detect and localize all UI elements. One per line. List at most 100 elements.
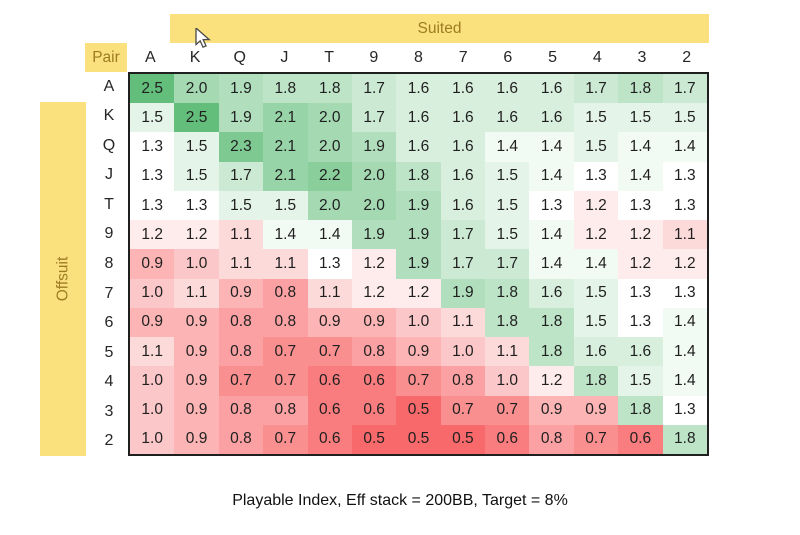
grid-cell-8-A[interactable]: 0.9 [130, 249, 175, 279]
row-header-7[interactable]: 7 [104, 284, 114, 302]
grid-cell-T-Q[interactable]: 1.5 [218, 190, 264, 221]
column-header-9[interactable]: 9 [369, 49, 379, 66]
column-header-K[interactable]: K [189, 49, 201, 66]
grid-cell-K-2[interactable]: 1.5 [662, 103, 707, 133]
grid-cell-T-7[interactable]: 1.6 [440, 190, 486, 221]
grid-cell-T-K[interactable]: 1.3 [174, 190, 219, 221]
grid-cell-4-7[interactable]: 0.8 [440, 366, 486, 396]
grid-cell-2-9[interactable]: 0.5 [351, 424, 397, 454]
row-header-Q[interactable]: Q [102, 136, 116, 154]
grid-cell-4-4[interactable]: 1.8 [573, 366, 619, 396]
grid-cell-A-T[interactable]: 1.8 [307, 74, 352, 104]
grid-cell-J-8[interactable]: 1.8 [396, 161, 441, 191]
grid-cell-T-4[interactable]: 1.2 [573, 190, 619, 221]
grid-cell-4-5[interactable]: 1.2 [529, 366, 574, 396]
grid-cell-Q-T[interactable]: 2.0 [307, 132, 352, 162]
grid-cell-3-8[interactable]: 0.5 [396, 395, 441, 425]
row-header-5[interactable]: 5 [104, 343, 114, 361]
grid-cell-K-3[interactable]: 1.5 [618, 103, 663, 133]
grid-cell-9-A[interactable]: 1.2 [130, 220, 175, 250]
pair-header-cell[interactable]: Pair [85, 43, 127, 72]
column-header-Q[interactable]: Q [233, 49, 246, 66]
row-header-8[interactable]: 8 [104, 254, 114, 272]
grid-cell-6-Q[interactable]: 0.8 [218, 307, 264, 338]
grid-cell-8-T[interactable]: 1.3 [307, 249, 352, 279]
grid-cell-9-4[interactable]: 1.2 [573, 220, 619, 250]
grid-cell-5-J[interactable]: 0.7 [263, 337, 308, 367]
grid-cell-6-6[interactable]: 1.8 [485, 307, 530, 338]
grid-cell-8-8[interactable]: 1.9 [396, 249, 441, 279]
offsuit-header-bar[interactable]: Offsuit [40, 102, 86, 456]
grid-cell-4-Q[interactable]: 0.7 [218, 366, 264, 396]
grid-cell-7-T[interactable]: 1.1 [307, 278, 352, 308]
grid-cell-9-5[interactable]: 1.4 [529, 220, 574, 250]
grid-cell-K-4[interactable]: 1.5 [573, 103, 619, 133]
grid-cell-J-6[interactable]: 1.5 [485, 161, 530, 191]
grid-cell-J-4[interactable]: 1.3 [573, 161, 619, 191]
grid-cell-Q-7[interactable]: 1.6 [440, 132, 486, 162]
grid-cell-5-T[interactable]: 0.7 [307, 337, 352, 367]
grid-cell-4-3[interactable]: 1.5 [618, 366, 663, 396]
grid-cell-T-6[interactable]: 1.5 [485, 190, 530, 221]
grid-cell-K-J[interactable]: 2.1 [263, 103, 308, 133]
grid-cell-K-T[interactable]: 2.0 [307, 103, 352, 133]
grid-cell-Q-J[interactable]: 2.1 [263, 132, 308, 162]
grid-cell-5-Q[interactable]: 0.8 [218, 337, 264, 367]
grid-cell-A-9[interactable]: 1.7 [351, 74, 397, 104]
grid-cell-J-K[interactable]: 1.5 [174, 161, 219, 191]
grid-cell-3-A[interactable]: 1.0 [130, 395, 175, 425]
grid-cell-3-K[interactable]: 0.9 [174, 395, 219, 425]
grid-cell-7-7[interactable]: 1.9 [440, 278, 486, 308]
grid-cell-5-K[interactable]: 0.9 [174, 337, 219, 367]
grid-cell-2-A[interactable]: 1.0 [130, 424, 175, 454]
grid-cell-5-A[interactable]: 1.1 [130, 337, 175, 367]
grid-cell-J-J[interactable]: 2.1 [263, 161, 308, 191]
grid-cell-K-A[interactable]: 1.5 [130, 103, 175, 133]
column-header-A[interactable]: A [145, 49, 156, 66]
row-header-6[interactable]: 6 [104, 314, 114, 332]
grid-cell-Q-9[interactable]: 1.9 [351, 132, 397, 162]
grid-cell-9-J[interactable]: 1.4 [263, 220, 308, 250]
grid-cell-A-3[interactable]: 1.8 [618, 74, 663, 104]
grid-cell-3-2[interactable]: 1.3 [662, 395, 707, 425]
grid-cell-9-T[interactable]: 1.4 [307, 220, 352, 250]
grid-cell-8-7[interactable]: 1.7 [440, 249, 486, 279]
grid-cell-K-7[interactable]: 1.6 [440, 103, 486, 133]
grid-cell-5-2[interactable]: 1.4 [662, 337, 707, 367]
grid-cell-8-9[interactable]: 1.2 [351, 249, 397, 279]
grid-cell-A-4[interactable]: 1.7 [573, 74, 619, 104]
grid-cell-7-4[interactable]: 1.5 [573, 278, 619, 308]
grid-cell-J-2[interactable]: 1.3 [662, 161, 707, 191]
grid-cell-6-A[interactable]: 0.9 [130, 307, 175, 338]
grid-cell-T-2[interactable]: 1.3 [662, 190, 707, 221]
grid-cell-A-K[interactable]: 2.0 [174, 74, 219, 104]
grid-cell-Q-3[interactable]: 1.4 [618, 132, 663, 162]
grid-cell-4-J[interactable]: 0.7 [263, 366, 308, 396]
row-header-T[interactable]: T [104, 195, 114, 213]
grid-cell-3-9[interactable]: 0.6 [351, 395, 397, 425]
grid-cell-9-3[interactable]: 1.2 [618, 220, 663, 250]
grid-cell-6-K[interactable]: 0.9 [174, 307, 219, 338]
grid-cell-A-7[interactable]: 1.6 [440, 74, 486, 104]
grid-cell-9-K[interactable]: 1.2 [174, 220, 219, 250]
row-header-2[interactable]: 2 [104, 432, 114, 450]
grid-cell-J-T[interactable]: 2.2 [307, 161, 352, 191]
grid-cell-9-6[interactable]: 1.5 [485, 220, 530, 250]
grid-cell-3-4[interactable]: 0.9 [573, 395, 619, 425]
grid-cell-K-8[interactable]: 1.6 [396, 103, 441, 133]
grid-cell-A-J[interactable]: 1.8 [263, 74, 308, 104]
grid-cell-2-K[interactable]: 0.9 [174, 424, 219, 454]
grid-cell-4-9[interactable]: 0.6 [351, 366, 397, 396]
grid-cell-T-5[interactable]: 1.3 [529, 190, 574, 221]
grid-cell-7-9[interactable]: 1.2 [351, 278, 397, 308]
grid-cell-T-9[interactable]: 2.0 [351, 190, 397, 221]
grid-cell-K-5[interactable]: 1.6 [529, 103, 574, 133]
grid-cell-6-9[interactable]: 0.9 [351, 307, 397, 338]
grid-cell-6-2[interactable]: 1.4 [662, 307, 707, 338]
row-header-3[interactable]: 3 [104, 402, 114, 420]
grid-cell-A-2[interactable]: 1.7 [662, 74, 707, 104]
grid-cell-A-8[interactable]: 1.6 [396, 74, 441, 104]
grid-cell-8-Q[interactable]: 1.1 [218, 249, 264, 279]
grid-cell-Q-2[interactable]: 1.4 [662, 132, 707, 162]
grid-cell-T-A[interactable]: 1.3 [130, 190, 175, 221]
